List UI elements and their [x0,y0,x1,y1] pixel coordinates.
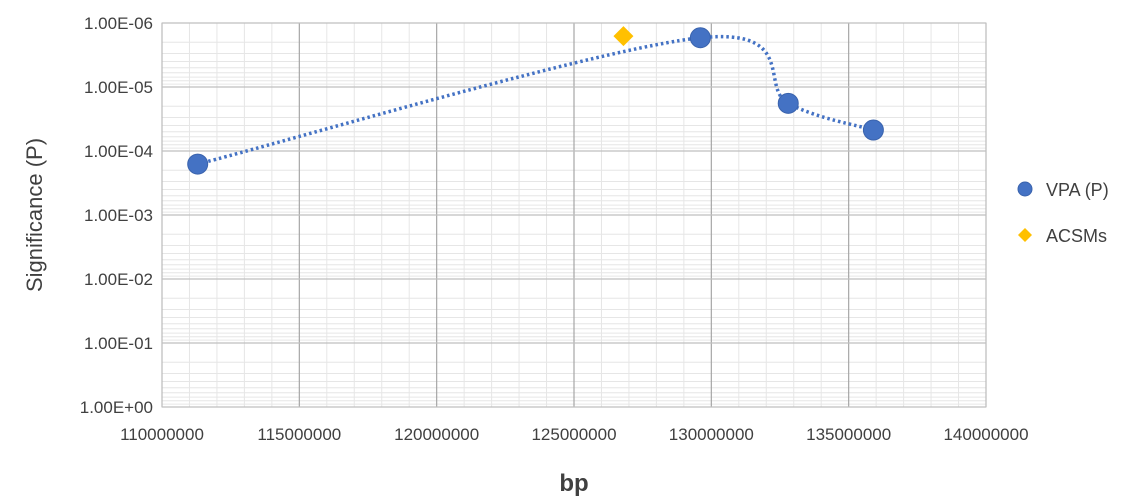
x-tick-label: 135000000 [806,425,891,444]
legend-circle-marker [1017,181,1033,197]
legend-item: VPA (P) [1017,180,1109,200]
y-tick-label: 1.00E-06 [84,14,153,33]
y-tick-label: 1.00E-04 [84,142,153,161]
x-tick-label: 110000000 [120,425,204,444]
trendline-group [197,34,874,166]
legend-item: ACSMs [1018,226,1107,246]
vpa-data-point [862,119,884,141]
plot-area-border [161,22,987,408]
legend-label: ACSMs [1046,226,1107,246]
x-tick-label: 130000000 [669,425,754,444]
x-tick-label: 125000000 [531,425,616,444]
y-axis-title: Significance (P) [22,138,47,292]
y-tick-label: 1.00E+00 [80,398,153,417]
data-points [187,26,884,175]
vpa-data-point [187,153,209,175]
acsms-data-point [613,26,634,47]
y-tick-label: 1.00E-03 [84,206,153,225]
x-tick-label: 120000000 [394,425,479,444]
x-axis-title: bp [559,470,588,497]
y-tick-label: 1.00E-02 [84,270,153,289]
series-trendline [197,34,874,166]
y-tick-label: 1.00E-01 [84,334,153,353]
y-tick-label: 1.00E-05 [84,78,153,97]
x-tick-label: 140000000 [943,425,1028,444]
legend-diamond-marker [1018,228,1032,242]
vpa-data-point [689,27,711,49]
vpa-data-point [777,92,799,114]
x-tick-label: 115000000 [257,425,341,444]
legend-label: VPA (P) [1046,180,1109,200]
y-axis-tick-labels: 1.00E+00 1.00E-01 1.00E-02 1.00E-03 1.00E-04… [80,14,153,417]
x-axis-tick-labels: 110000000 115000000 120000000 125000000 1300… [120,425,1028,444]
legend: VPA (P) ACSMs [1017,180,1109,246]
